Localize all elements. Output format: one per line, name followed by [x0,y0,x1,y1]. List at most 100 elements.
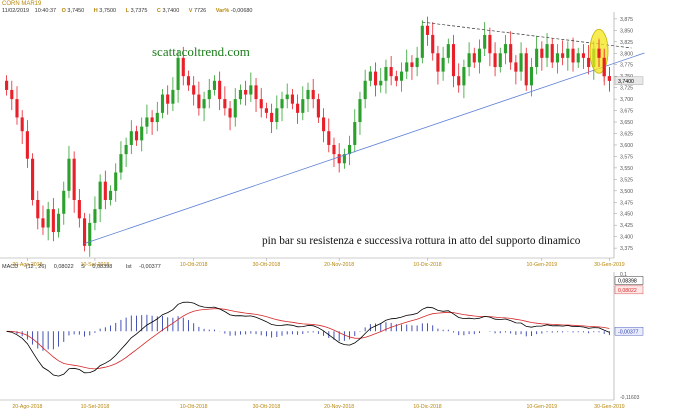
last-price-label: 3,7400 [618,79,634,85]
candle-body [93,209,97,223]
candle-body [566,48,570,58]
candle-body [160,94,165,113]
candle-body [379,80,383,86]
candle-body [51,209,55,233]
candle-body [576,53,580,63]
candle-body [420,25,424,58]
y-tick-label: 3,650 [620,120,633,126]
candle-body [322,117,326,132]
candle-body [535,48,539,68]
macd-label: MACD [2,264,19,270]
open-value: 3,7450 [67,8,85,14]
watermark: scattacoltrend.com [152,44,250,59]
candle-body [332,144,336,155]
macd-y-tick-label: -0,11603 [620,395,640,401]
close-prefix: C [156,8,161,14]
candle-body [82,218,87,246]
highlighted-candle-body [597,48,601,58]
y-tick-label: 3,525 [620,177,633,183]
candle-body [462,67,466,86]
y-tick-label: 3,375 [620,246,633,252]
candle-body [228,108,232,118]
y-tick-label: 3,675 [620,109,633,115]
macd-signal-line [6,308,610,370]
x-tick-label: 10-Ott-2018 [180,262,208,268]
macd-x-tick-label: 10-Gen-2019 [527,404,558,410]
candle-body [472,53,476,63]
candle-body [270,112,274,123]
change-prefix: Var% [215,8,230,14]
open-prefix: O [61,8,66,14]
trendlines [84,21,645,244]
candle-body [67,158,71,191]
candle-body [166,94,170,104]
macd-params: (12 , 26) [25,264,47,270]
macd-value-label: -0,00377 [618,329,639,335]
candle-body [561,53,565,58]
macd-line [6,301,610,377]
macd-panel: 0,08398 0,08022 -0,00377 0,1 -0,11603 [0,272,644,401]
y-tick-label: 3,625 [620,132,633,138]
candle-body [244,89,248,95]
candle-body [394,76,398,81]
candle-body [238,89,243,100]
candle-body [124,144,128,155]
candle-body [342,154,346,164]
signal-value: 0,08398 [92,264,113,270]
candle-body [363,80,367,100]
candle-body [509,44,513,63]
candle-body [10,89,14,100]
candle-body [57,213,61,233]
candle-body [259,99,263,109]
y-tick-label: 3,725 [620,86,633,92]
y-tick-label: 3,600 [620,143,633,149]
candle-body [301,99,305,113]
x-tick-label: 10-Dic-2018 [413,262,441,268]
candle-body [311,89,315,100]
y-tick-label: 3,550 [620,166,633,172]
candle-body [218,80,222,100]
candle-body [36,199,40,219]
candle-body [529,67,534,86]
open-group: O 3,7450 [62,8,89,14]
highlighted-candle-body [602,57,606,77]
candle-body [373,71,378,86]
candle-body [446,44,450,58]
macd-x-tick-label: 30-Ott-2018 [253,404,281,410]
candle-body [405,62,409,72]
candle-body [306,89,310,100]
candle-body [155,112,159,123]
low-prefix: L [125,8,130,14]
change-value: -0,00680 [230,8,253,14]
candle-body [134,131,139,141]
candle-body [581,53,585,58]
candle-body [31,158,35,200]
candle-body [389,67,393,77]
x-tick-label: 10-Gen-2019 [527,262,558,268]
y-tick-label: 3,475 [620,200,633,206]
time-value: 10:40:37 [34,8,57,14]
y-tick-label: 3,500 [620,189,633,195]
candle-body [327,131,331,145]
y-tick-label: 3,575 [620,154,633,160]
candle-body [181,57,185,77]
candle-body [114,172,118,191]
candle-body [431,34,435,54]
macd-readout: MACD (12 , 26) 0,08022 S 0,08398 Ist -0,… [2,264,173,271]
low-group: L 3,7375 [126,8,152,14]
candle-body [555,53,559,63]
candle-body [415,57,419,68]
candle-body [384,67,388,81]
candle-body [129,131,133,145]
candle-body [202,99,206,109]
highlighted-candle-body [607,76,611,81]
y-tick-label: 3,850 [620,28,633,34]
macd-value-label: 0,08022 [618,288,637,294]
candle-body [280,99,284,109]
price-axis: 3,8753,8503,8253,8003,7753,7503,7253,700… [614,17,644,252]
date-axis: 20-Ago-2018 20-Ago-2018 10-Set-2018 10-Set-… [12,258,625,410]
macd-value-box [614,285,644,295]
candle-body [410,62,414,68]
low-value: 3,7375 [130,8,148,14]
